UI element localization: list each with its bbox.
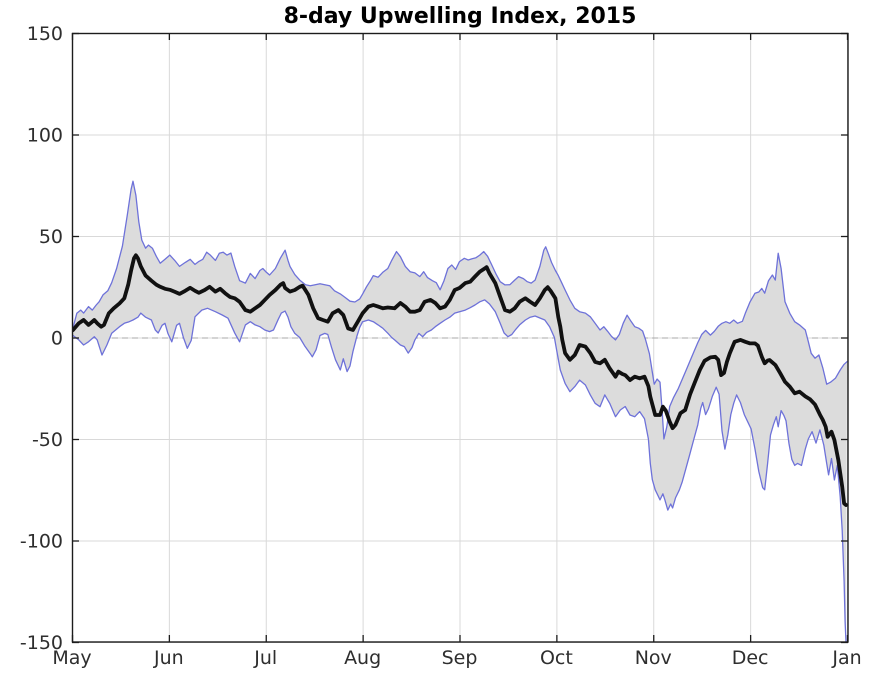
x-tick-labels: May Jun Jul Aug Sep Oct Nov Dec Jan <box>52 647 861 669</box>
y-tick-label: 150 <box>27 23 63 45</box>
x-tick-label: Oct <box>540 647 573 669</box>
data-lines <box>72 180 848 642</box>
axis-ticks <box>71 32 849 644</box>
x-tick-label: Aug <box>344 647 381 669</box>
upper-envelope-line <box>72 180 848 440</box>
x-tick-label: Jan <box>831 647 861 669</box>
chart-title: 8-day Upwelling Index, 2015 <box>284 4 637 29</box>
y-tick-label: 0 <box>51 328 63 350</box>
x-tick-label: Nov <box>635 647 672 669</box>
lower-envelope-line <box>72 299 847 642</box>
x-tick-label: Jun <box>153 647 184 669</box>
y-tick-labels: 150 100 50 0 -50 -100 -150 <box>20 23 63 654</box>
mean-line <box>72 253 848 507</box>
y-tick-label: -50 <box>32 429 63 451</box>
x-tick-label: May <box>52 647 91 669</box>
x-tick-label: Sep <box>442 647 478 669</box>
y-tick-label: 100 <box>27 125 63 147</box>
x-tick-label: Jul <box>253 647 277 669</box>
y-tick-label: -150 <box>20 632 63 654</box>
y-tick-label: -100 <box>20 531 63 553</box>
y-tick-label: 50 <box>39 226 63 248</box>
x-tick-label: Dec <box>732 647 769 669</box>
